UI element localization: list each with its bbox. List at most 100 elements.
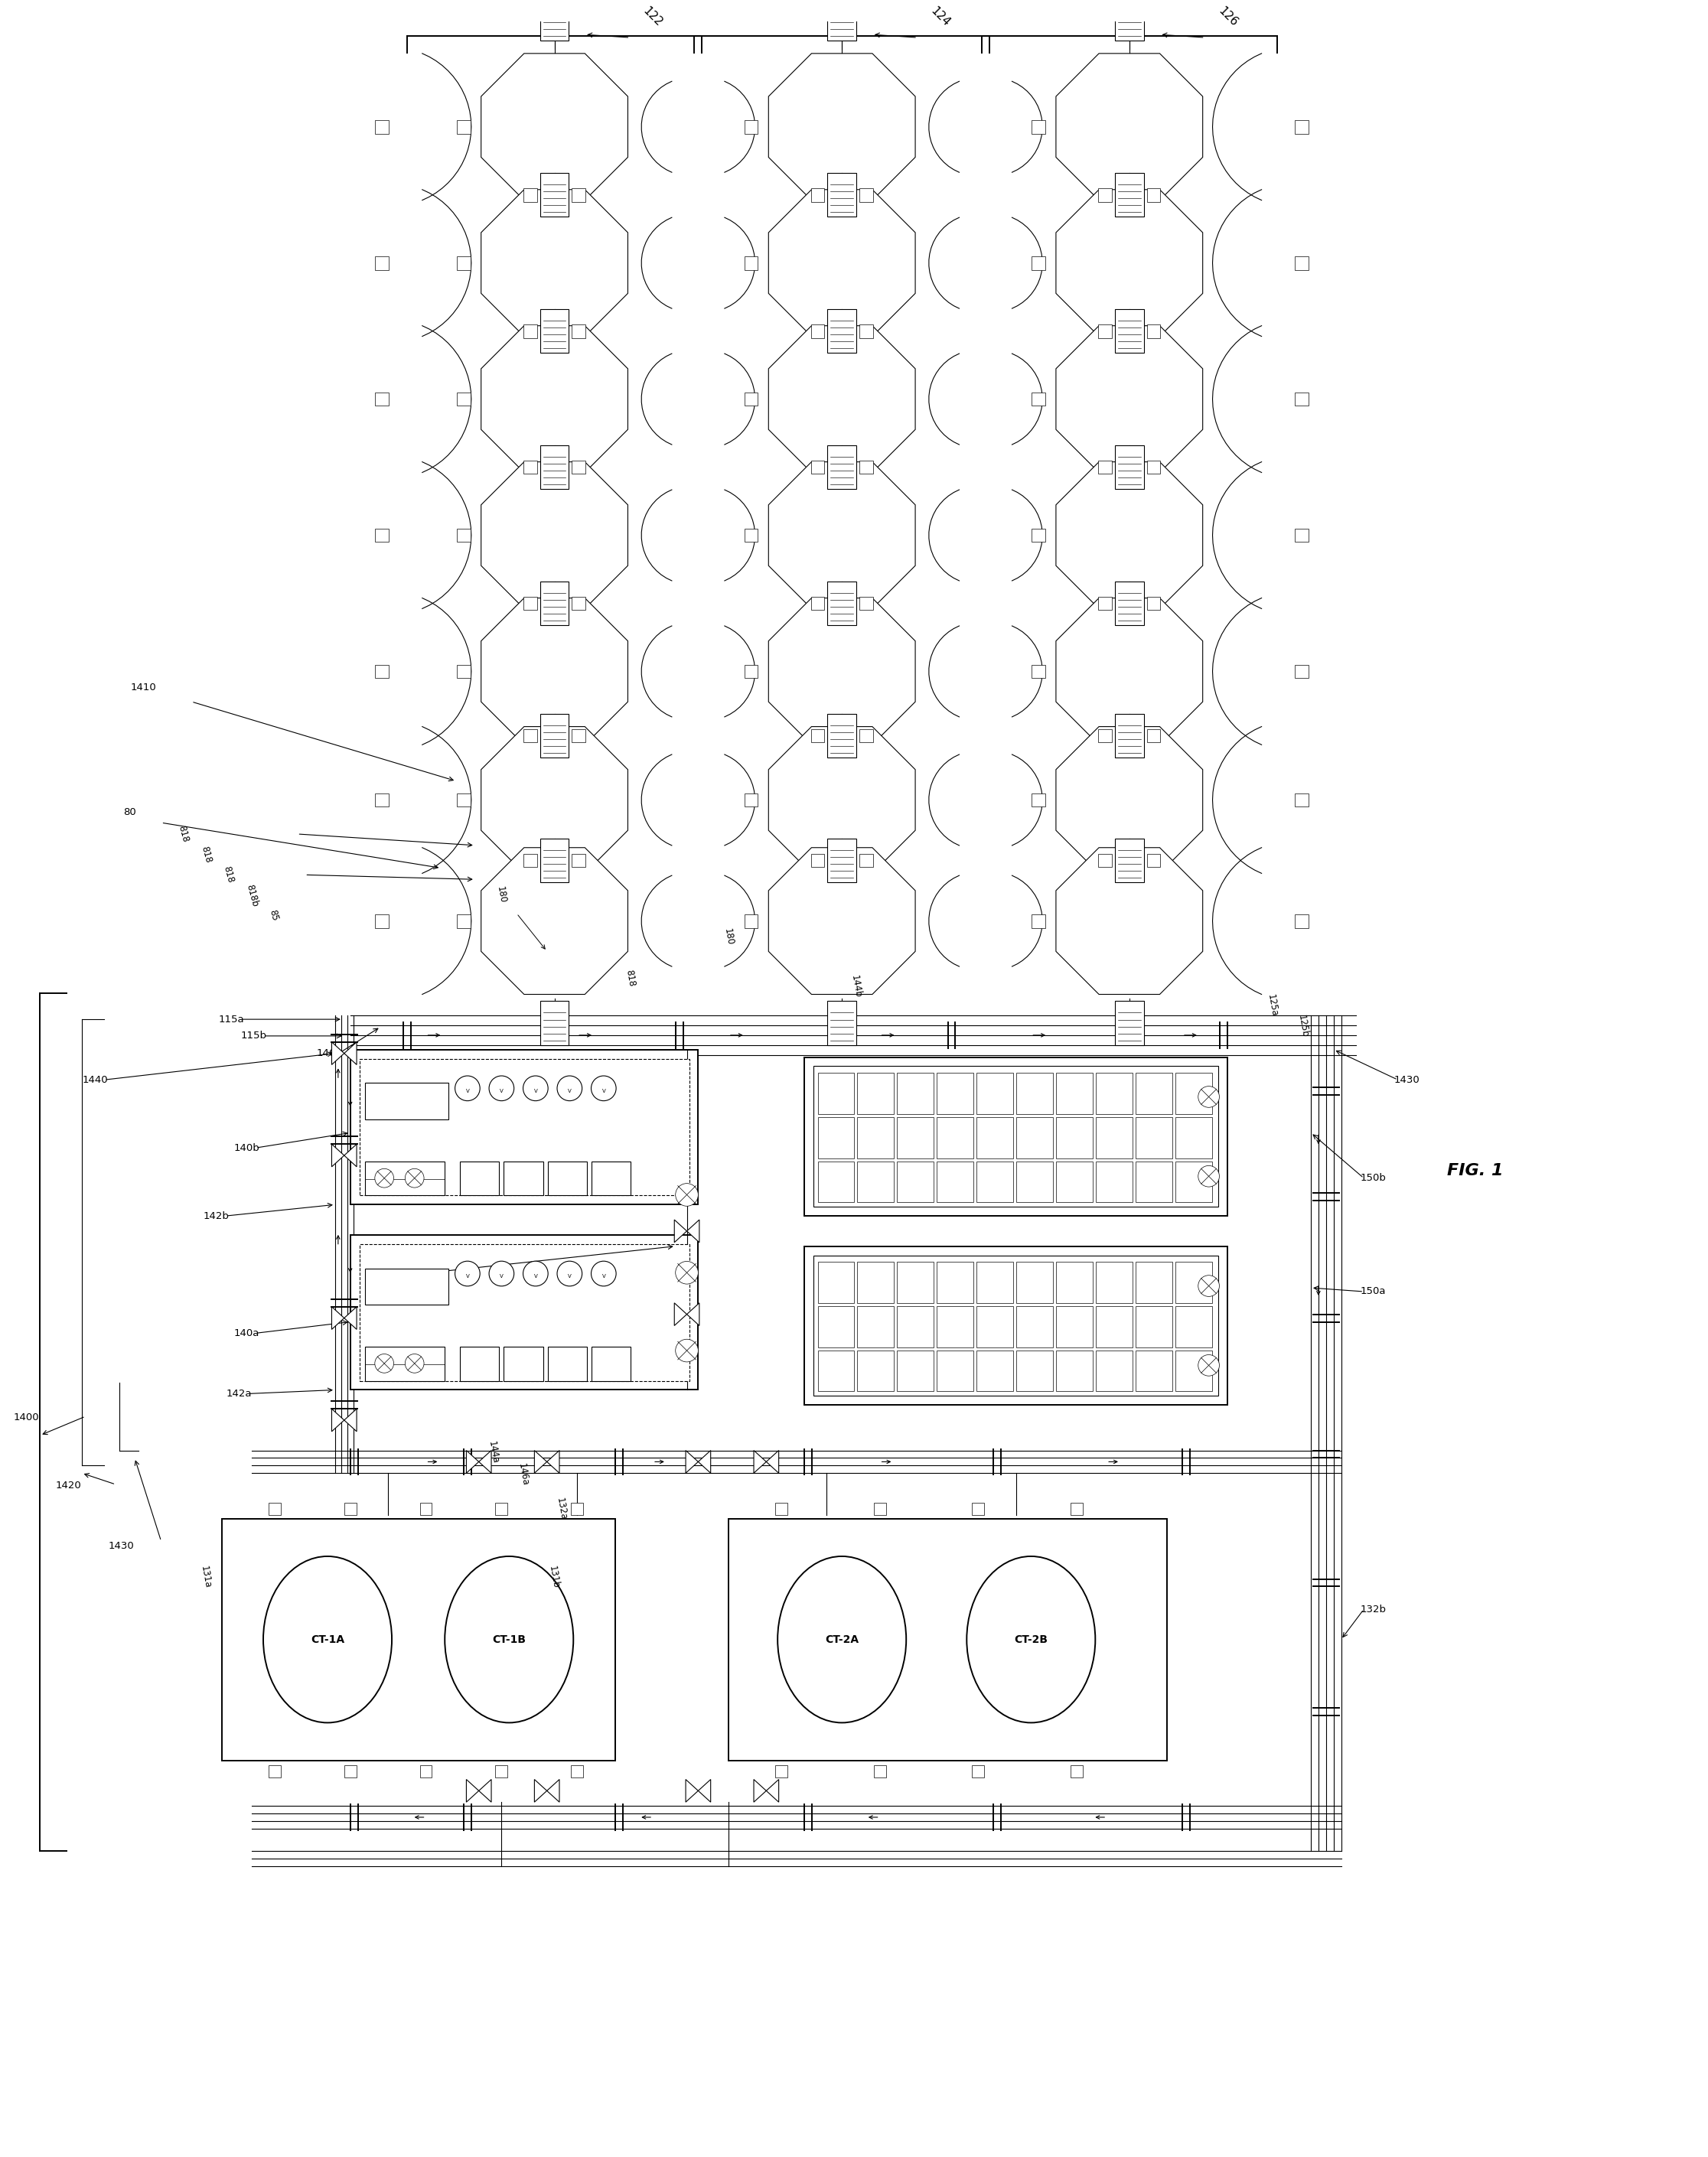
Bar	[897, 1350, 934, 1391]
Polygon shape	[547, 1450, 560, 1473]
Polygon shape	[331, 1042, 345, 1066]
Text: 131b: 131b	[547, 1564, 560, 1590]
Bar	[1115, 0, 1144, 41]
Bar	[1136, 1117, 1172, 1158]
Polygon shape	[753, 1780, 767, 1801]
Bar	[523, 324, 536, 339]
Bar	[1098, 597, 1112, 610]
Bar	[376, 393, 389, 406]
Bar	[977, 1262, 1013, 1303]
Text: 122: 122	[640, 4, 664, 28]
Text: V: V	[466, 1089, 470, 1094]
Bar	[540, 582, 569, 626]
Ellipse shape	[454, 1076, 480, 1100]
Bar	[897, 1072, 934, 1115]
Bar	[1098, 324, 1112, 339]
Bar	[456, 794, 470, 807]
Bar	[977, 1072, 1013, 1115]
Polygon shape	[767, 1780, 779, 1801]
Bar	[1115, 173, 1144, 218]
Bar	[376, 528, 389, 541]
Text: CT-1A: CT-1A	[311, 1635, 345, 1646]
Bar	[548, 1160, 588, 1195]
Bar	[1136, 1160, 1172, 1201]
Polygon shape	[1056, 190, 1202, 336]
Bar	[745, 915, 758, 928]
Bar	[977, 1117, 1013, 1158]
Bar	[570, 1503, 582, 1514]
Text: V: V	[500, 1089, 504, 1094]
Text: CT-1B: CT-1B	[492, 1635, 526, 1646]
Ellipse shape	[454, 1262, 480, 1286]
Ellipse shape	[675, 1262, 699, 1283]
Bar	[540, 308, 569, 354]
Bar	[857, 1307, 893, 1348]
Bar	[745, 393, 758, 406]
Polygon shape	[769, 597, 915, 744]
Text: 126: 126	[1216, 4, 1240, 28]
Text: 1430: 1430	[1394, 1074, 1419, 1085]
Bar	[1146, 854, 1160, 867]
Bar	[359, 1059, 688, 1195]
Polygon shape	[767, 1450, 779, 1473]
Text: 818: 818	[623, 968, 637, 988]
Bar	[813, 1066, 1218, 1208]
Polygon shape	[1056, 597, 1202, 744]
Bar	[1098, 854, 1112, 867]
Ellipse shape	[523, 1076, 548, 1100]
Polygon shape	[345, 1143, 357, 1167]
Ellipse shape	[1199, 1275, 1220, 1296]
Polygon shape	[685, 1450, 699, 1473]
Bar	[1016, 1262, 1052, 1303]
Bar	[897, 1117, 934, 1158]
Bar	[1115, 444, 1144, 490]
Bar	[811, 188, 825, 203]
Ellipse shape	[777, 1557, 907, 1723]
Text: 818: 818	[222, 865, 236, 884]
Bar	[1032, 121, 1045, 134]
Ellipse shape	[374, 1169, 395, 1189]
Polygon shape	[331, 1143, 345, 1167]
Bar	[827, 0, 856, 41]
Bar	[859, 597, 873, 610]
Bar	[459, 1346, 499, 1380]
Ellipse shape	[557, 1262, 582, 1286]
Ellipse shape	[523, 1262, 548, 1286]
Text: 1420: 1420	[55, 1480, 80, 1490]
Polygon shape	[331, 1307, 345, 1329]
Text: 818: 818	[176, 824, 190, 843]
Polygon shape	[482, 597, 629, 744]
Polygon shape	[769, 462, 915, 608]
Polygon shape	[1056, 727, 1202, 874]
Text: 115a: 115a	[219, 1014, 244, 1025]
Ellipse shape	[591, 1262, 617, 1286]
Bar	[857, 1117, 893, 1158]
Bar	[1115, 714, 1144, 757]
Polygon shape	[482, 727, 629, 874]
Polygon shape	[345, 1307, 357, 1329]
Bar	[936, 1160, 974, 1201]
Text: 142a: 142a	[225, 1389, 251, 1398]
Ellipse shape	[675, 1184, 699, 1206]
Polygon shape	[687, 1219, 699, 1242]
Text: 115b: 115b	[241, 1031, 266, 1042]
Bar	[572, 597, 586, 610]
Polygon shape	[769, 326, 915, 472]
Bar	[857, 1350, 893, 1391]
Ellipse shape	[405, 1169, 424, 1189]
Bar	[420, 1503, 432, 1514]
Ellipse shape	[488, 1262, 514, 1286]
Text: 818b: 818b	[244, 882, 260, 908]
Text: 142b: 142b	[203, 1210, 229, 1221]
Bar	[1295, 121, 1308, 134]
Polygon shape	[482, 326, 629, 472]
Bar	[745, 257, 758, 270]
Polygon shape	[687, 1303, 699, 1327]
Bar	[540, 1001, 569, 1044]
Polygon shape	[482, 190, 629, 336]
Bar	[366, 1268, 449, 1305]
Bar	[1136, 1072, 1172, 1115]
Text: V: V	[567, 1089, 572, 1094]
Bar	[1032, 915, 1045, 928]
Bar	[818, 1307, 854, 1348]
